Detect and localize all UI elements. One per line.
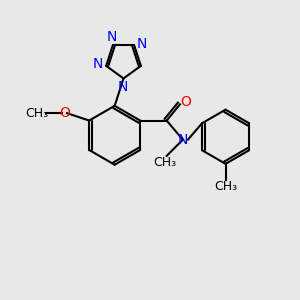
Text: N: N [107, 30, 117, 44]
Text: N: N [178, 133, 188, 147]
Text: O: O [60, 106, 70, 120]
Text: CH₃: CH₃ [154, 156, 177, 169]
Text: N: N [136, 37, 147, 51]
Text: O: O [180, 95, 191, 109]
Text: N: N [93, 57, 104, 71]
Text: CH₃: CH₃ [25, 107, 48, 120]
Text: N: N [118, 80, 128, 94]
Text: CH₃: CH₃ [214, 180, 237, 193]
